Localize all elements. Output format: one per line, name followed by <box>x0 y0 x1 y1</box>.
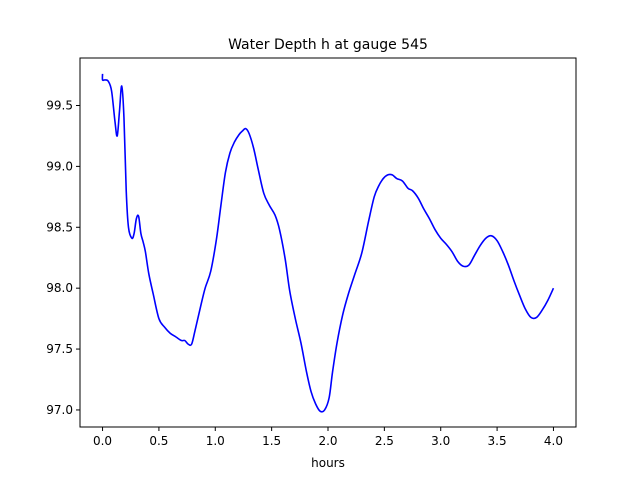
y-tick-label: 97.5 <box>46 342 73 356</box>
series-line <box>101 73 555 413</box>
x-tick-label: 2.5 <box>375 434 394 448</box>
y-tick-label: 97.0 <box>46 403 73 417</box>
y-tick-label: 99.5 <box>46 98 73 112</box>
x-tick-label: 2.0 <box>318 434 337 448</box>
x-tick-label: 0.5 <box>149 434 168 448</box>
x-tick-label: 3.0 <box>431 434 450 448</box>
y-tick-label: 98.5 <box>46 220 73 234</box>
x-axis-ticks: 0.0 0.5 1.0 1.5 2.0 2.5 3.0 3.5 4.0 <box>93 427 563 448</box>
plot-frame <box>79 57 577 428</box>
x-tick-label: 3.5 <box>488 434 507 448</box>
y-tick-label: 98.0 <box>46 281 73 295</box>
y-tick-label: 99.0 <box>46 159 73 173</box>
x-tick-label: 4.0 <box>544 434 563 448</box>
y-axis-ticks: 97.0 97.5 98.0 98.5 99.0 99.5 <box>46 98 80 417</box>
x-tick-label: 1.0 <box>206 434 225 448</box>
x-axis-label: hours <box>311 456 345 470</box>
chart-title: Water Depth h at gauge 545 <box>228 37 428 53</box>
x-tick-label: 1.5 <box>262 434 281 448</box>
x-tick-label: 0.0 <box>93 434 112 448</box>
